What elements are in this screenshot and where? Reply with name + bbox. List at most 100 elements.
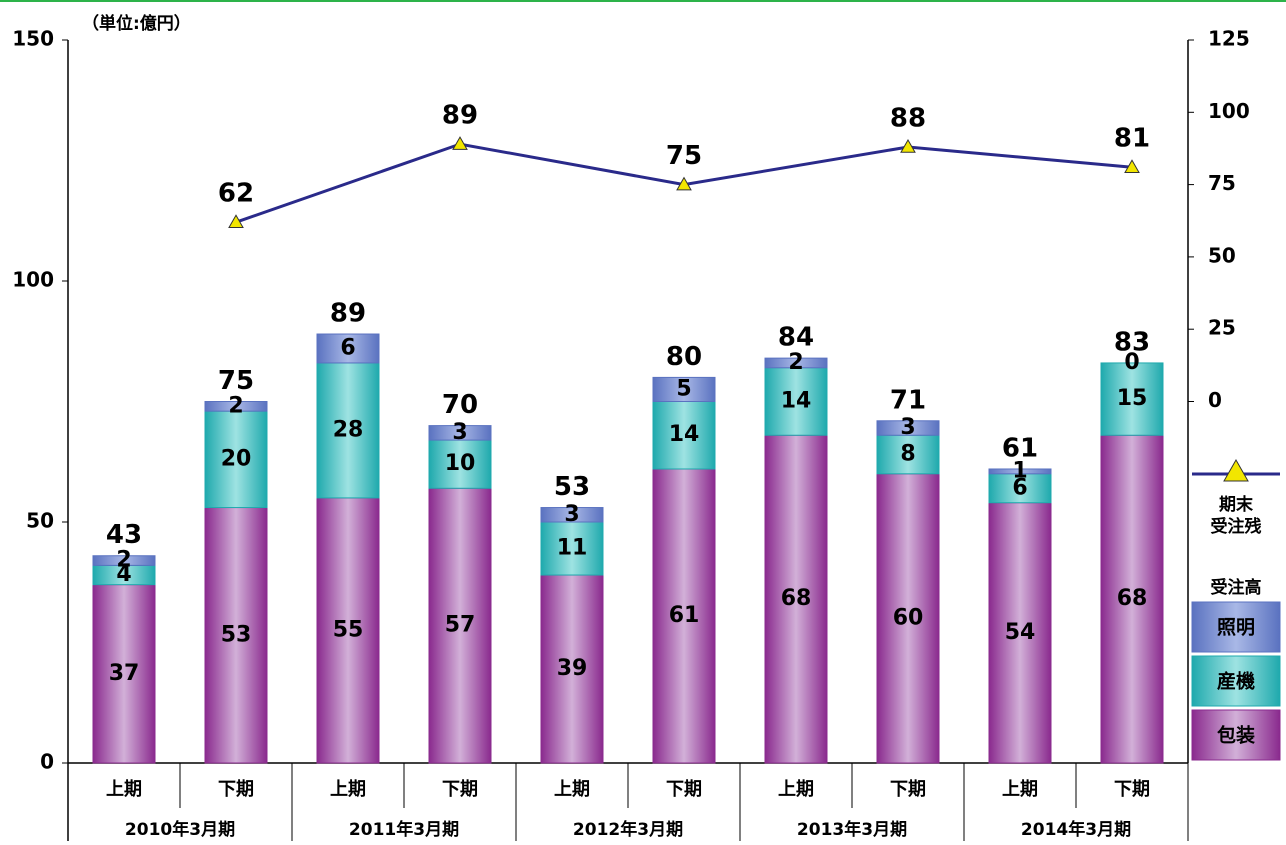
bar-segment	[428, 425, 492, 441]
segment-label: 2	[116, 548, 131, 573]
x-tick-label: 上期	[1002, 779, 1038, 800]
segment-label: 54	[1005, 620, 1036, 645]
line-label: 81	[1114, 124, 1150, 154]
segment-label: 3	[900, 415, 915, 440]
bar-segment	[876, 420, 940, 436]
segment-label: 68	[1117, 586, 1148, 611]
bar-segment	[652, 468, 716, 764]
bar-segment	[1100, 434, 1164, 764]
segment-label: 3	[564, 502, 579, 527]
legend-swatch	[1191, 601, 1281, 653]
line-label: 62	[218, 179, 254, 209]
bar-segment	[764, 434, 828, 764]
y-tick-label: 100	[12, 268, 54, 292]
bar-segment	[540, 507, 604, 523]
segment-label: 8	[900, 442, 915, 467]
line-marker	[1124, 159, 1140, 173]
bar-segment	[764, 367, 828, 436]
segment-label: 55	[333, 617, 364, 642]
group-label: 2014年3月期	[1021, 819, 1131, 840]
line-marker	[900, 138, 916, 153]
segment-label: 5	[676, 376, 691, 401]
segment-label: 60	[893, 605, 924, 630]
legend-label: 期末	[1219, 494, 1254, 515]
x-tick-label: 上期	[330, 779, 366, 800]
bar-segment	[988, 468, 1052, 475]
segment-label: 68	[781, 586, 812, 611]
y2-tick-label: 125	[1208, 27, 1250, 51]
bar-segment	[92, 584, 156, 764]
legend-label: 受注残	[1211, 516, 1262, 537]
total-label: 61	[1002, 433, 1038, 463]
segment-label: 0	[1124, 350, 1139, 375]
bar-segment	[540, 521, 604, 576]
segment-label: 14	[781, 389, 812, 414]
legend-heading: 受注高	[1211, 577, 1262, 598]
bar-segment	[540, 574, 604, 764]
bar-segment	[92, 555, 156, 566]
total-label: 80	[666, 342, 702, 372]
segment-label: 14	[669, 422, 700, 447]
bar-segment	[988, 502, 1052, 764]
segment-label: 57	[445, 613, 476, 638]
segment-label: 11	[557, 536, 588, 561]
x-tick-label: 下期	[890, 779, 926, 800]
legend-swatch	[1191, 655, 1281, 707]
group-label: 2012年3月期	[573, 819, 683, 840]
legend-marker	[1223, 458, 1249, 482]
line-marker	[452, 136, 468, 150]
x-tick-label: 下期	[666, 779, 702, 800]
segment-label: 20	[221, 446, 252, 471]
bar-segment	[428, 487, 492, 764]
y-tick-label: 150	[12, 27, 54, 51]
bar-segment	[316, 497, 380, 764]
y2-tick-label: 25	[1208, 316, 1236, 340]
segment-label: 10	[445, 451, 476, 476]
line-marker	[228, 214, 244, 228]
legend-label: 包装	[1217, 724, 1255, 747]
group-label: 2013年3月期	[797, 819, 907, 840]
bar-segment	[316, 333, 380, 364]
y2-tick-label: 50	[1208, 243, 1236, 267]
segment-label: 1	[1012, 458, 1027, 483]
legend-label: 産機	[1217, 670, 1255, 693]
segment-label: 61	[669, 603, 700, 628]
y-tick-label: 50	[26, 509, 54, 533]
segment-label: 37	[109, 661, 140, 686]
line-label: 88	[890, 104, 926, 134]
y2-tick-label: 0	[1208, 388, 1222, 412]
total-label: 70	[442, 390, 478, 420]
x-tick-label: 下期	[218, 779, 254, 800]
segment-label: 28	[333, 417, 364, 442]
segment-label: 3	[452, 420, 467, 445]
bar-segment	[316, 362, 380, 499]
x-tick-label: 下期	[442, 779, 478, 800]
total-label: 43	[106, 520, 142, 550]
bar-segment	[1100, 362, 1164, 436]
group-label: 2011年3月期	[349, 819, 459, 840]
total-label: 83	[1114, 327, 1150, 357]
segment-label: 39	[557, 656, 588, 681]
bar-segment	[204, 401, 268, 412]
bar-segment	[204, 410, 268, 509]
group-label: 2010年3月期	[125, 819, 235, 840]
bar-segment	[428, 439, 492, 489]
segment-label: 4	[116, 562, 131, 587]
total-label: 75	[218, 366, 254, 396]
segment-label: 15	[1117, 386, 1148, 411]
segment-label: 6	[340, 335, 355, 360]
line-marker	[676, 176, 692, 191]
y-tick-label: 0	[40, 750, 54, 774]
x-tick-label: 下期	[1114, 779, 1150, 800]
legend-label: 照明	[1217, 617, 1255, 639]
x-tick-label: 上期	[554, 779, 590, 800]
y2-tick-label: 100	[1208, 99, 1250, 123]
segment-label: 6	[1012, 475, 1027, 500]
x-tick-label: 上期	[106, 779, 142, 800]
total-label: 71	[890, 385, 926, 415]
unit-label: （単位:億円）	[82, 13, 191, 34]
segment-label: 2	[228, 393, 243, 418]
segment-label: 53	[221, 622, 252, 647]
bar-segment	[764, 357, 828, 369]
